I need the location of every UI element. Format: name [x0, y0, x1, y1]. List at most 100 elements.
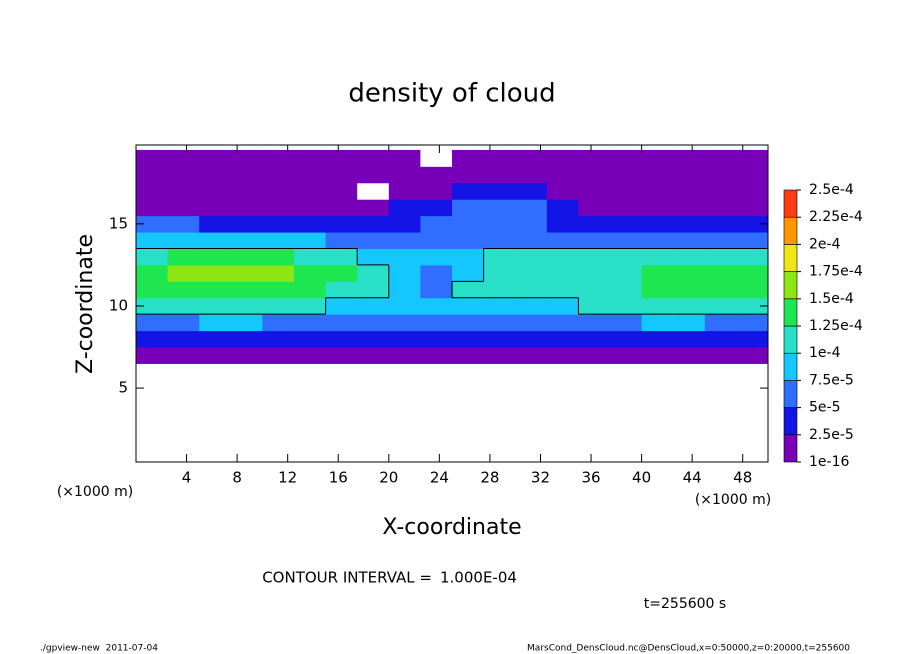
- cell: [610, 215, 643, 233]
- cell: [230, 199, 263, 217]
- cell: [262, 330, 295, 348]
- cell: [199, 232, 232, 249]
- cell: [294, 363, 327, 381]
- cell: [357, 396, 390, 414]
- cell: [294, 330, 327, 348]
- cell: [420, 429, 453, 447]
- colorbar-label: 1.25e-4: [809, 318, 863, 334]
- cell: [262, 232, 295, 249]
- cell: [641, 363, 674, 381]
- cell: [673, 264, 706, 282]
- cell: [641, 215, 674, 233]
- contour-label: CONTOUR INTERVAL =: [262, 569, 432, 587]
- x-tick-label: 8: [232, 469, 242, 487]
- cell: [294, 232, 327, 249]
- y-tick-label: 15: [109, 214, 128, 232]
- cell: [452, 379, 485, 397]
- cell: [230, 347, 263, 364]
- cell: [452, 330, 485, 348]
- cell: [136, 281, 169, 299]
- cell: [167, 264, 200, 282]
- cell: [483, 297, 516, 315]
- cell: [357, 412, 390, 430]
- cell: [704, 347, 737, 364]
- cell: [420, 412, 453, 430]
- cell: [641, 281, 674, 299]
- cell: [641, 264, 674, 282]
- cell: [230, 330, 263, 348]
- cell: [641, 396, 674, 414]
- cell: [199, 199, 232, 217]
- cell: [357, 182, 390, 200]
- cell: [673, 248, 706, 266]
- cell: [546, 199, 579, 217]
- cell: [262, 182, 295, 200]
- cell: [420, 215, 453, 233]
- cell: [420, 330, 453, 348]
- cell: [262, 149, 295, 167]
- x-unit: (×1000 m): [695, 492, 771, 508]
- cell: [546, 445, 579, 462]
- colorbar-label: 7.5e-5: [809, 372, 854, 388]
- cell: [230, 248, 263, 266]
- cell: [673, 363, 706, 381]
- cell: [546, 347, 579, 364]
- cell: [325, 330, 358, 348]
- x-tick-label: 28: [480, 469, 499, 487]
- cell: [736, 363, 768, 381]
- cell: [641, 412, 674, 430]
- cell: [199, 347, 232, 364]
- cell: [325, 264, 358, 282]
- cell: [483, 347, 516, 364]
- y-tick-label: 5: [118, 379, 128, 397]
- colorbar-band: [783, 325, 798, 354]
- cell: [610, 248, 643, 266]
- cell: [578, 379, 611, 397]
- cell: [578, 215, 611, 233]
- cell: [199, 314, 232, 332]
- cell: [420, 149, 453, 167]
- x-tick-label: 12: [278, 469, 297, 487]
- cell: [325, 412, 358, 430]
- cell: [325, 182, 358, 200]
- cell: [483, 314, 516, 332]
- cell: [136, 248, 169, 266]
- cell: [673, 199, 706, 217]
- cell: [578, 182, 611, 200]
- cell: [325, 314, 358, 332]
- cell: [483, 232, 516, 249]
- cell: [167, 445, 200, 462]
- cell: [736, 166, 768, 184]
- cell: [230, 445, 263, 462]
- cell: [673, 379, 706, 397]
- cell: [515, 149, 548, 167]
- cell: [610, 379, 643, 397]
- cell: [641, 232, 674, 249]
- cell: [704, 281, 737, 299]
- cell: [546, 281, 579, 299]
- cell: [704, 264, 737, 282]
- chart-title: density of cloud: [348, 79, 555, 109]
- cell: [610, 347, 643, 364]
- cell: [610, 264, 643, 282]
- cell: [388, 215, 421, 233]
- colorbar-band: [783, 244, 798, 272]
- cell: [136, 379, 169, 397]
- x-tick-label: 40: [632, 469, 651, 487]
- cell: [420, 232, 453, 249]
- cell: [199, 412, 232, 430]
- cell: [704, 297, 737, 315]
- cell: [136, 347, 169, 364]
- cell: [388, 347, 421, 364]
- cell: [578, 330, 611, 348]
- colorbar-band: [783, 216, 798, 245]
- axes: 4 8 12 16 20 24 28 32 36 40 44 48510151e-162.5e-55e…: [109, 144, 863, 487]
- cell: [704, 232, 737, 249]
- cell: [452, 347, 485, 364]
- cell: [199, 297, 232, 315]
- cell: [294, 347, 327, 364]
- cell: [736, 412, 768, 430]
- cell: [388, 445, 421, 462]
- cell: [167, 182, 200, 200]
- cell: [325, 166, 358, 184]
